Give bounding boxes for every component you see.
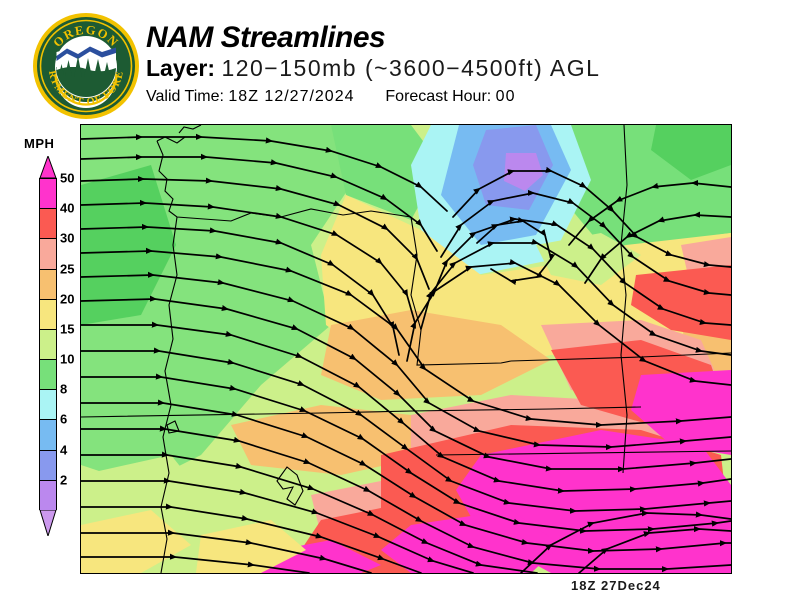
colorbar-tick-40 [39, 208, 57, 210]
colorbar-band-4 [39, 449, 57, 480]
streamline-map[interactable] [80, 124, 732, 574]
colorbar-under-range-arrow [39, 510, 57, 536]
forecast-hour-label: Forecast Hour: [385, 88, 492, 105]
map-canvas [81, 125, 731, 573]
colorbar-band-8 [39, 389, 57, 420]
colorbar-tick-20 [39, 298, 57, 300]
oregon-department-of-forestry-seal-icon: OREGON DEPARTMENT OF FORESTRY [32, 12, 139, 119]
header: OREGON DEPARTMENT OF FORESTRY NAM Stream… [0, 0, 800, 119]
colorbar-band-10 [39, 359, 57, 390]
valid-time-line: Valid Time: 18Z 12/27/2024 Forecast Hour… [146, 88, 515, 106]
colorbar-label-30: 30 [60, 230, 75, 246]
colorbar-over-range-arrow [39, 156, 57, 178]
colorbar-tick-8 [39, 389, 57, 391]
page-title: NAM Streamlines [146, 21, 386, 54]
layer-value: 120−150mb (~3600−4500ft) AGL [221, 55, 601, 81]
colorbar-band-2 [39, 479, 57, 510]
colorbar-label-2: 2 [60, 472, 68, 488]
colorbar-tick-15 [39, 328, 57, 330]
colorbar-tick-50 [39, 178, 57, 179]
colorbar-band-40 [39, 208, 57, 239]
colorbar-label-25: 25 [60, 261, 75, 277]
colorbar-title: MPH [24, 136, 55, 151]
colorbar-band-20 [39, 298, 57, 329]
colorbar-label-50: 50 [60, 170, 75, 186]
colorbar-tick-25 [39, 268, 57, 270]
colorbar-tick-30 [39, 238, 57, 240]
layer-label: Layer: [146, 55, 216, 81]
streamlines [81, 133, 731, 573]
colorbar-label-10: 10 [60, 351, 75, 367]
colorbar-label-20: 20 [60, 291, 75, 307]
colorbar-label-4: 4 [60, 442, 68, 458]
colorbar-label-40: 40 [60, 200, 75, 216]
colorbar-label-15: 15 [60, 321, 75, 337]
filled-contours [81, 125, 731, 573]
colorbar-tick-4 [39, 449, 57, 451]
colorbar-band-15 [39, 328, 57, 360]
colorbar-label-6: 6 [60, 411, 68, 427]
colorbar-tick-10 [39, 359, 57, 361]
layer-line: Layer: 120−150mb (~3600−4500ft) AGL [146, 55, 600, 82]
colorbar-label-8: 8 [60, 381, 68, 397]
colorbar: 50 40 30 25 20 15 10 8 6 4 2 [39, 156, 74, 536]
colorbar-legend: MPH 50 40 30 25 20 15 10 8 6 4 2 [8, 136, 78, 556]
colorbar-band-6 [39, 419, 57, 450]
colorbar-band-30 [39, 238, 57, 269]
colorbar-band-50 [39, 178, 57, 209]
colorbar-tick-6 [39, 419, 57, 421]
forecast-hour-value: 00 [495, 88, 516, 105]
colorbar-tick-2 [39, 479, 57, 481]
map-timestamp: 18Z 27Dec24 [571, 578, 661, 593]
valid-time-label: Valid Time: [146, 88, 224, 105]
valid-time-value: 18Z 12/27/2024 [228, 88, 355, 105]
colorbar-band-25 [39, 268, 57, 299]
